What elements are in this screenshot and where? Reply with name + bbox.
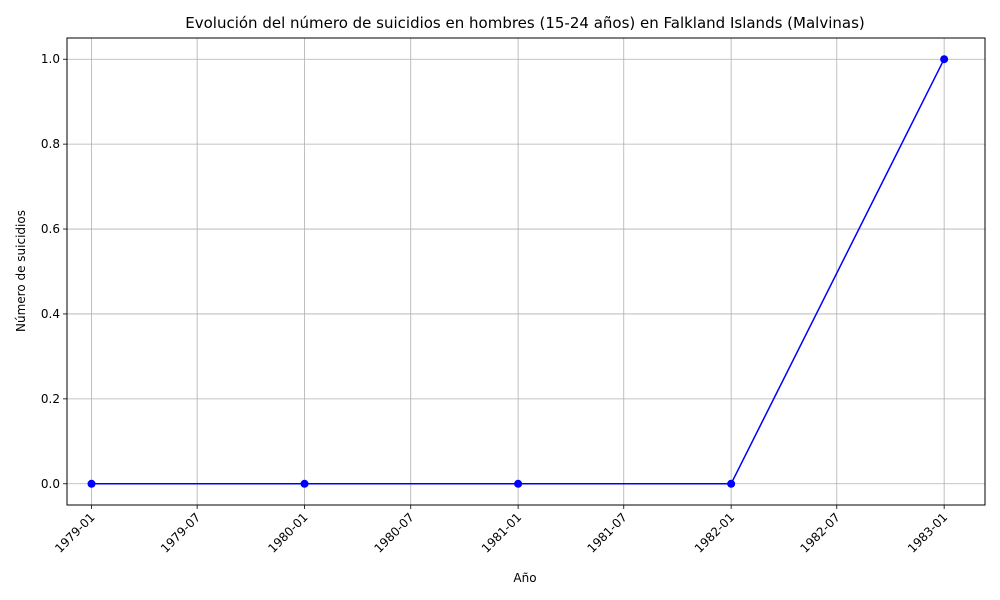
y-tick-label: 0.8: [41, 137, 60, 151]
y-axis-label: Número de suicidios: [14, 210, 28, 332]
data-point: [940, 55, 949, 64]
y-tick-label: 0.4: [41, 307, 60, 321]
y-tick-label: 1.0: [41, 52, 60, 66]
y-tick-label: 0.2: [41, 392, 60, 406]
y-axis-ticks: 0.0 0.2 0.4 0.6 0.8 1.0: [41, 52, 67, 491]
x-axis-label: Año: [513, 571, 536, 585]
y-tick-label: 0.6: [41, 222, 60, 236]
data-point: [514, 479, 523, 488]
plot-frame: [66, 37, 986, 506]
data-point: [727, 479, 736, 488]
series-layer: [87, 55, 949, 488]
grid: [67, 38, 985, 505]
data-point: [87, 479, 96, 488]
chart-title: Evolución del número de suicidios en hom…: [185, 14, 864, 32]
y-tick-label: 0.0: [41, 477, 60, 491]
data-point: [300, 479, 309, 488]
